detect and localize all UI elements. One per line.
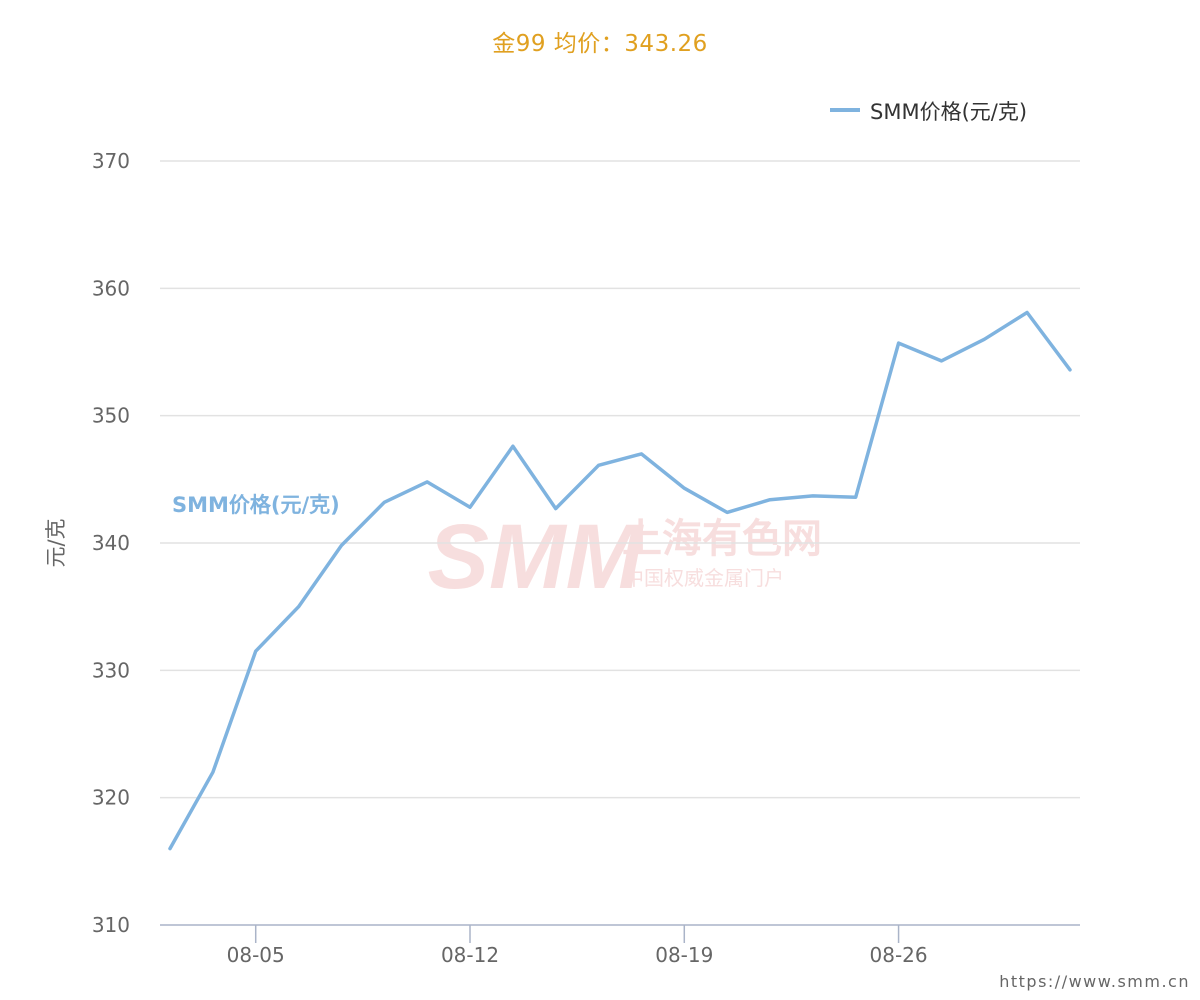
legend-label: SMM价格(元/克) [870, 100, 1027, 124]
x-tick-label: 08-12 [441, 943, 499, 967]
y-tick-label: 350 [92, 404, 130, 428]
y-tick-label: 360 [92, 276, 130, 300]
y-tick-label: 330 [92, 658, 130, 682]
y-axis-label: 元/克 [44, 518, 68, 567]
watermark-logo: SMM [428, 506, 645, 608]
y-tick-label: 310 [92, 913, 130, 937]
series-line [168, 310, 1072, 851]
grid [160, 160, 1080, 926]
x-tick-label: 08-05 [227, 943, 285, 967]
axes: 310 320 330 340 350 360 370 08-05 08-12 08-19 08-2… [92, 149, 928, 967]
x-tick-label: 08-26 [870, 943, 928, 967]
watermark-slogan: 中国权威金属门户 [624, 566, 784, 590]
chart-title: 金99 均价：343.26 [492, 31, 708, 57]
y-tick-label: 370 [92, 149, 130, 173]
legend[interactable]: SMM价格(元/克) [830, 100, 1027, 124]
series-label: SMM价格(元/克) [172, 493, 340, 517]
y-tick-label: 320 [92, 786, 130, 810]
smm-watermark: SMM 上海有色网 中国权威金属门户 [428, 506, 822, 608]
y-tick-label: 340 [92, 531, 130, 555]
watermark-name: 上海有色网 [622, 516, 822, 562]
site-url: https://www.smm.cn [999, 972, 1190, 991]
series-layer [168, 310, 1072, 851]
x-tick-label: 08-19 [655, 943, 713, 967]
